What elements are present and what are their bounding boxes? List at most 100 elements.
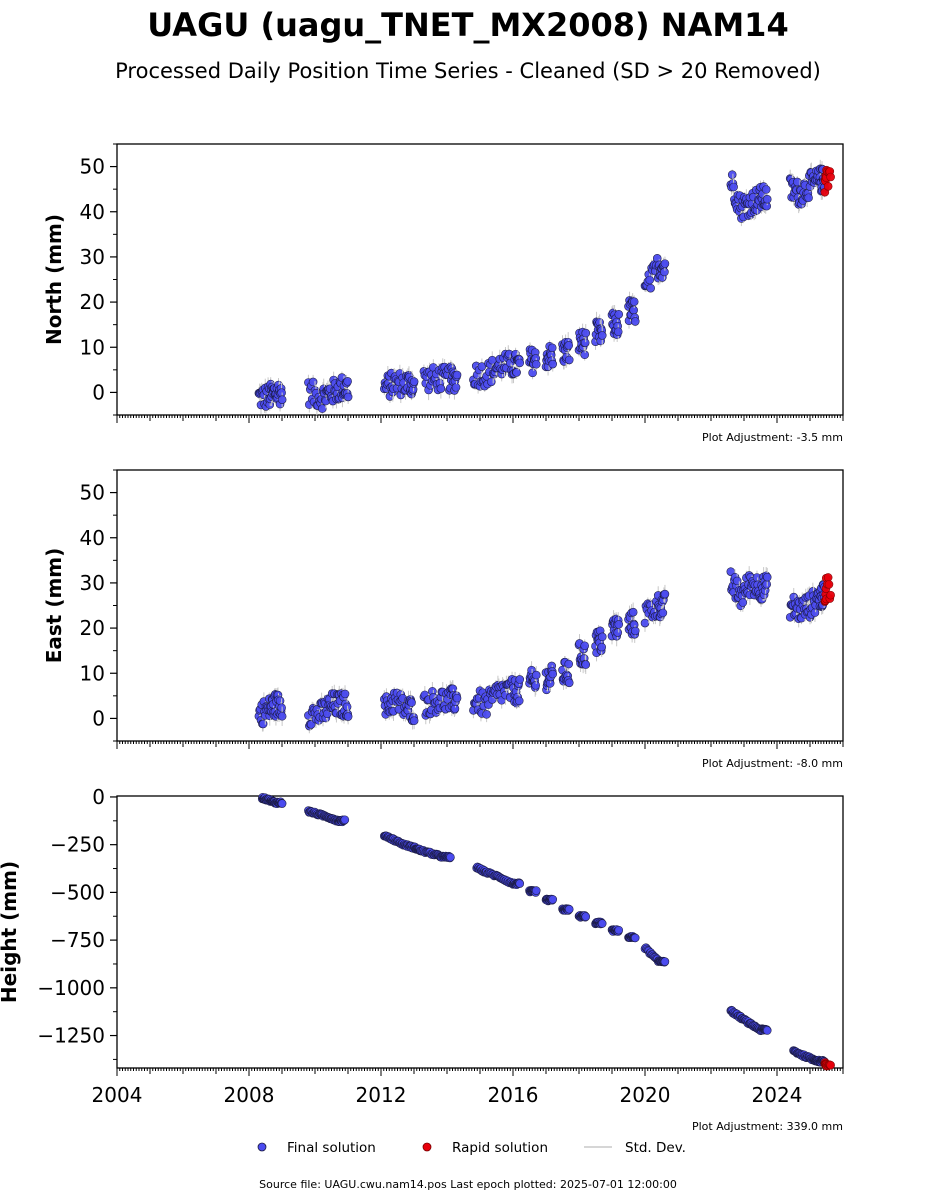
data-point [804, 193, 813, 203]
series-final [254, 159, 829, 416]
data-point [515, 879, 525, 888]
data-point [343, 392, 353, 402]
x-tick-label: 2004 [92, 1083, 143, 1107]
series-final [254, 566, 829, 734]
data-point [452, 370, 462, 380]
data-point [580, 338, 590, 348]
y-tick-label: 0 [92, 706, 105, 730]
data-point [277, 703, 286, 713]
plot-adjustment: Plot Adjustment: -3.5 mm [702, 431, 843, 444]
data-point [614, 310, 624, 319]
data-point [732, 576, 742, 586]
data-point [512, 368, 521, 377]
data-point [407, 698, 416, 707]
data-point [482, 710, 491, 719]
x-tick-label: 2008 [224, 1083, 275, 1107]
data-point [630, 933, 640, 943]
data-point [452, 693, 462, 703]
data-point [761, 185, 771, 194]
data-point [409, 377, 419, 386]
panel-3: 0 −250 −500 −750 −1000 −1250 2004 2008 2012 2016 2… [0, 785, 844, 1133]
data-point [515, 675, 525, 684]
legend-final-marker [257, 1142, 267, 1152]
y-tick-label: 30 [80, 571, 105, 595]
data-point [277, 395, 287, 404]
y-tick-label: −750 [50, 928, 105, 952]
y-tick-label: 0 [92, 380, 105, 404]
data-point [762, 1026, 772, 1035]
data-point [515, 358, 525, 368]
plot-adjustment: Plot Adjustment: 339.0 mm [692, 1120, 843, 1133]
data-point [564, 355, 574, 365]
x-tick-label: 2020 [620, 1083, 671, 1107]
panel-2: 0 10 20 30 40 50 East (mm) Plot Adjustment: -8.… [42, 469, 844, 770]
y-tick-label: −1250 [37, 1024, 105, 1048]
data-point [613, 628, 623, 637]
data-point [343, 712, 353, 721]
data-point [548, 895, 558, 904]
y-tick-label: 50 [80, 481, 105, 505]
data-point [630, 317, 640, 326]
data-point [614, 925, 624, 935]
y-tick-label: 50 [80, 155, 105, 179]
series-rapid [820, 165, 835, 197]
data-point [660, 259, 670, 268]
data-point [564, 904, 574, 914]
data-point [343, 377, 352, 386]
data-point [597, 331, 607, 340]
panel-1: 0 10 20 30 40 50 North (mm) Plot Adjustment: -3… [42, 143, 844, 444]
data-point [762, 572, 772, 582]
series-rapid [820, 1058, 835, 1071]
axes-frame [116, 795, 844, 1069]
data-point [531, 886, 541, 895]
legend-std-label: Std. Dev. [625, 1140, 686, 1156]
y-tick-label: 30 [80, 245, 105, 269]
data-point [824, 580, 834, 589]
data-point [318, 404, 327, 413]
y-axis-label: East (mm) [42, 548, 66, 664]
data-point [660, 589, 670, 599]
data-point [660, 957, 670, 966]
data-point [613, 327, 623, 337]
footer-source: Source file: UAGU.cwu.nam14.pos Last epo… [259, 1178, 677, 1191]
series-rapid [820, 573, 835, 606]
data-point [629, 297, 639, 307]
data-point [487, 377, 496, 387]
data-point [762, 194, 772, 204]
data-point [597, 632, 607, 642]
data-point [727, 170, 737, 179]
data-point [531, 670, 541, 680]
data-point [581, 912, 591, 921]
data-point [547, 343, 557, 353]
data-point [629, 305, 638, 315]
data-point [446, 852, 455, 862]
y-axis-label: Height (mm) [0, 861, 21, 1003]
data-point [531, 681, 541, 690]
y-tick-label: −500 [50, 880, 105, 904]
panels: 0 10 20 30 40 50 North (mm) Plot Adjustment: -3… [0, 143, 844, 1133]
data-point [564, 341, 574, 350]
y-tick-label: −250 [50, 833, 105, 857]
data-point [340, 689, 350, 699]
data-point [738, 598, 748, 607]
data-point [548, 359, 558, 369]
x-tick-label: 2016 [488, 1083, 539, 1107]
data-point [646, 283, 655, 293]
figure-title: UAGU (uagu_TNET_MX2008) NAM14 [147, 6, 788, 44]
y-tick-label: 10 [80, 335, 105, 359]
data-point [640, 618, 650, 628]
legend-rapid-label: Rapid solution [452, 1140, 548, 1156]
data-point [660, 267, 669, 277]
data-point [531, 359, 541, 369]
data-point [826, 590, 835, 600]
data-point [597, 919, 607, 928]
plot-adjustment: Plot Adjustment: -8.0 mm [702, 757, 843, 770]
data-point [258, 719, 268, 729]
data-point [658, 608, 668, 618]
data-point [614, 620, 624, 629]
y-tick-label: 40 [80, 200, 105, 224]
data-point [514, 696, 524, 706]
data-point [823, 182, 833, 191]
data-point [630, 626, 640, 636]
